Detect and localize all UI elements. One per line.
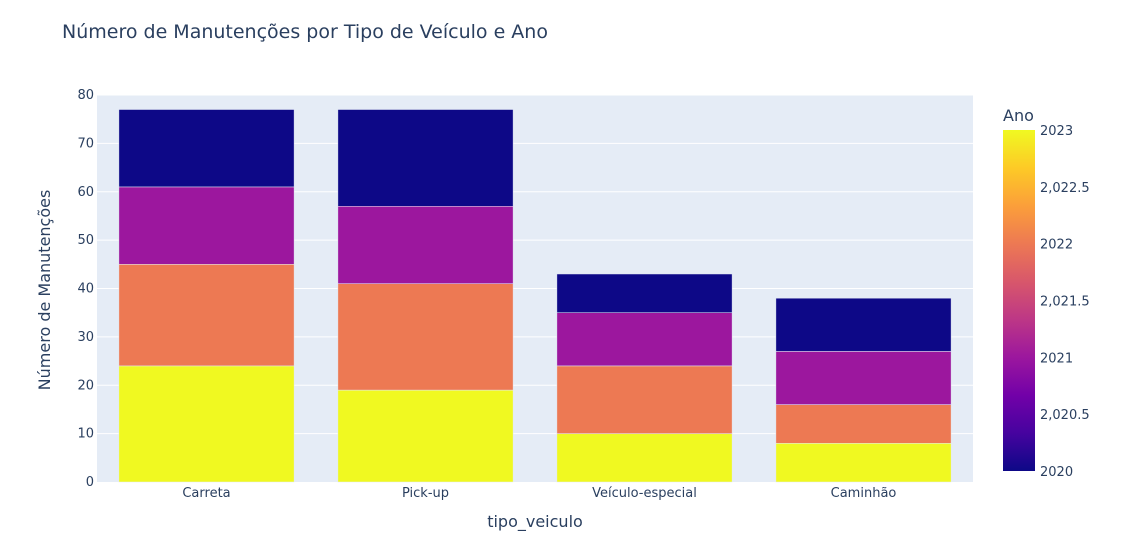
colorbar-tick-label: 2023 (1040, 124, 1073, 139)
x-tick-label: Veículo-especial (592, 486, 697, 501)
bar-segment[interactable] (118, 186, 295, 265)
y-tick-label: 50 (77, 233, 94, 248)
bar-segment[interactable] (775, 404, 952, 444)
y-tick-label: 70 (77, 136, 94, 151)
chart-title: Número de Manutenções por Tipo de Veícul… (62, 21, 548, 43)
x-tick-label: Carreta (182, 486, 230, 501)
bar-segment[interactable] (775, 351, 952, 405)
x-tick-label: Caminhão (831, 486, 897, 501)
bar-segment[interactable] (118, 109, 295, 188)
y-tick-label: 0 (86, 475, 94, 490)
colorbar-tick-label: 2,022.5 (1040, 181, 1090, 196)
x-axis-ticks: Carreta Pick-up Veículo-especial Caminhão (182, 486, 896, 501)
bar-segment[interactable] (556, 433, 733, 483)
colorbar-tick-label: 2020 (1040, 465, 1073, 480)
colorbar-gradient (1003, 130, 1035, 471)
bar-segment[interactable] (556, 273, 733, 313)
bar-segment[interactable] (556, 312, 733, 367)
y-axis-title: Número de Manutenções (35, 190, 54, 391)
bar-segment[interactable] (337, 389, 514, 483)
bar-segment[interactable] (775, 443, 952, 483)
bar-segment[interactable] (775, 297, 952, 352)
colorbar-tick-label: 2,021.5 (1040, 295, 1090, 310)
bar-segment[interactable] (337, 283, 514, 391)
y-tick-label: 80 (77, 88, 94, 103)
bar-segment[interactable] (337, 109, 514, 207)
x-tick-label: Pick-up (402, 486, 449, 501)
colorbar-tick-label: 2,020.5 (1040, 408, 1090, 423)
y-axis-ticks: 0 10 20 30 40 50 60 70 80 (77, 88, 94, 490)
colorbar: Ano 20232,022.520222,021.520212,020.5202… (1003, 106, 1090, 480)
colorbar-tick-label: 2022 (1040, 238, 1073, 253)
bars (118, 109, 952, 483)
y-tick-label: 10 (77, 427, 94, 442)
bar-segment[interactable] (556, 365, 733, 434)
x-axis-title: tipo_veiculo (487, 512, 583, 532)
y-tick-label: 40 (77, 282, 94, 297)
colorbar-title: Ano (1003, 106, 1034, 125)
bar-segment[interactable] (337, 206, 514, 284)
colorbar-tick-label: 2021 (1040, 351, 1073, 366)
bar-segment[interactable] (118, 365, 295, 483)
y-tick-label: 60 (77, 185, 94, 200)
colorbar-ticks: 2023 2,022.5 2022 2,021.5 2021 2,020.5 2020 (1040, 124, 1090, 480)
y-tick-label: 20 (77, 378, 94, 393)
bar-segment[interactable] (118, 264, 295, 367)
y-tick-label: 30 (77, 330, 94, 345)
